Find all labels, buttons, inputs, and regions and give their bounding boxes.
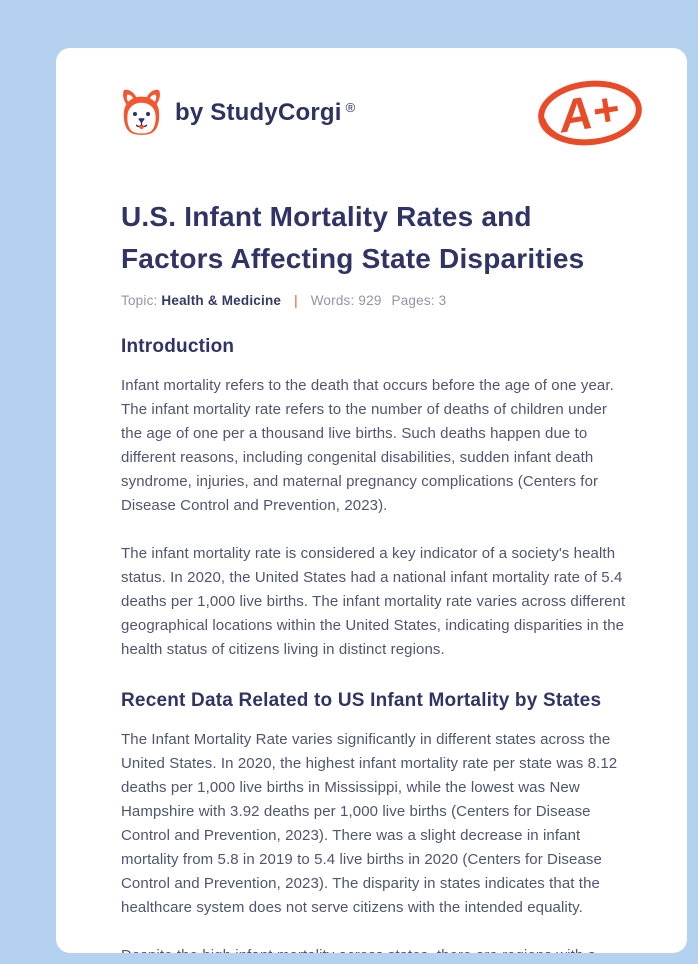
registered-trademark-symbol: ® (345, 99, 356, 115)
grade-a-plus-stamp-icon: A+ (538, 80, 642, 146)
studycorgi-logo[interactable]: by StudyCorgi ® (121, 89, 355, 137)
header: by StudyCorgi ® A+ (121, 78, 642, 148)
words-count: 929 (358, 293, 382, 308)
paragraph: The infant mortality rate is considered … (121, 545, 626, 658)
paragraph: The Infant Mortality Rate varies signifi… (121, 731, 618, 916)
document-card: by StudyCorgi ® A+ U.S. Infant Mortality… (56, 48, 687, 953)
paragraph: Infant mortality refers to the death tha… (121, 377, 614, 514)
topic-link[interactable]: Health & Medicine (161, 293, 282, 308)
section-heading-recent-data: Recent Data Related to US Infant Mortali… (121, 690, 602, 711)
paragraph: Despite the high infant mortality across… (121, 944, 630, 953)
page-title: U.S. Infant Mortality Rates and Factors … (121, 201, 585, 274)
grade-badge-text: A+ (554, 82, 622, 143)
pages-count: 3 (438, 293, 447, 308)
section-introduction: Introduction Infant mortality refers to … (121, 334, 630, 662)
section-heading-introduction: Introduction (121, 336, 235, 357)
section-recent-data: Recent Data Related to US Infant Mortali… (121, 688, 630, 953)
document-content: by StudyCorgi ® A+ U.S. Infant Mortality… (56, 48, 687, 953)
article-meta: Topic: Health & Medicine | Words: 929 Pa… (121, 293, 630, 308)
pages-label: Pages: (391, 293, 435, 308)
corgi-logo-icon (123, 89, 160, 135)
words-label: Words: (310, 293, 355, 308)
meta-separator: | (294, 293, 298, 308)
topic-label: Topic: (121, 293, 158, 308)
brand-name: by StudyCorgi (175, 99, 342, 126)
